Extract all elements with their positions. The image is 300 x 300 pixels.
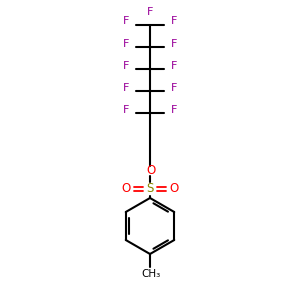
Text: F: F (171, 83, 177, 93)
Text: F: F (123, 83, 129, 93)
Text: O: O (169, 182, 178, 196)
Text: O: O (146, 164, 156, 178)
Text: O: O (122, 182, 130, 196)
Text: F: F (171, 39, 177, 49)
Text: F: F (147, 7, 153, 17)
Text: F: F (171, 61, 177, 71)
Text: F: F (123, 61, 129, 71)
Text: F: F (123, 16, 129, 26)
Text: S: S (146, 182, 154, 196)
Text: F: F (171, 105, 177, 115)
Text: CH₃: CH₃ (141, 269, 160, 279)
Text: F: F (123, 39, 129, 49)
Text: F: F (171, 16, 177, 26)
Text: F: F (123, 105, 129, 115)
